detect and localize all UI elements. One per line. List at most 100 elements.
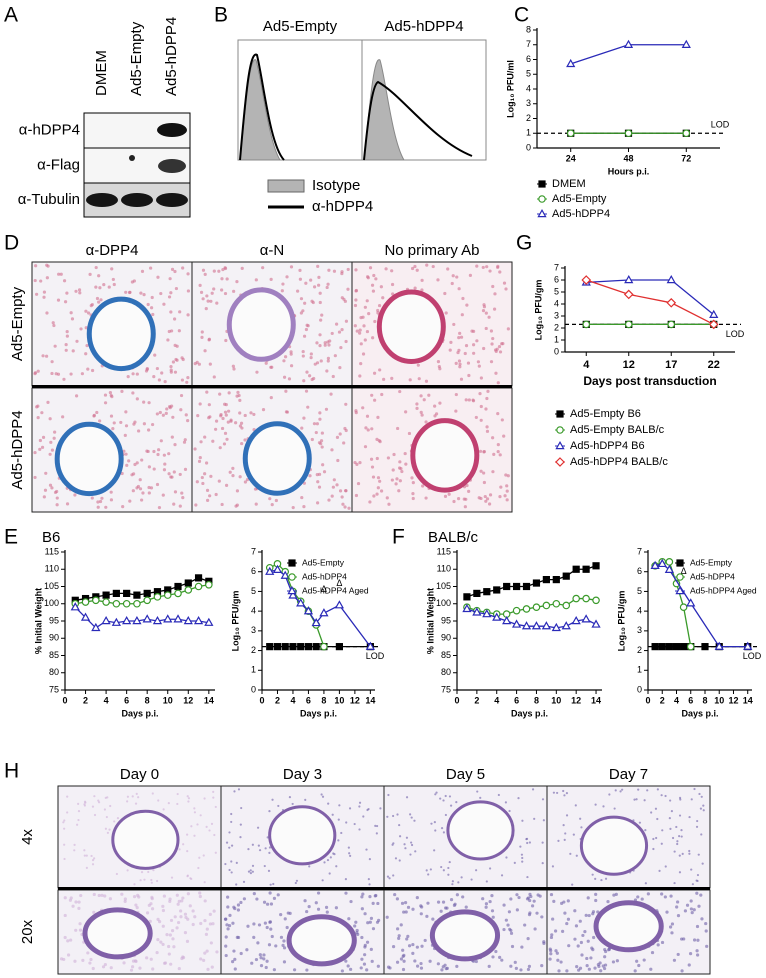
column-header: Day 3: [283, 766, 322, 783]
tissue-dot: [186, 892, 190, 896]
tissue-dot: [156, 938, 160, 942]
tissue-dot: [206, 299, 210, 303]
tissue-dot: [251, 864, 255, 867]
tissue-dot: [256, 826, 260, 829]
tissue-dot: [199, 440, 203, 444]
marker: [624, 320, 633, 329]
tissue-dot: [264, 361, 268, 365]
tissue-dot: [33, 278, 37, 283]
tissue-dot: [574, 804, 577, 807]
tissue-dot: [368, 883, 371, 886]
airway: [429, 909, 501, 962]
y-tick-label: 7: [554, 262, 559, 272]
tissue-dot: [180, 356, 184, 360]
tissue-dot: [404, 847, 407, 850]
tissue-dot: [691, 883, 694, 886]
tissue-dot: [137, 429, 141, 433]
tissue-dot: [695, 879, 698, 882]
marker: [81, 598, 90, 606]
tissue-dot: [369, 916, 374, 920]
tissue-dot: [193, 447, 197, 451]
tissue-dot: [132, 422, 136, 426]
tissue-dot: [179, 915, 183, 919]
row-label: Ad5-Empty: [9, 286, 26, 361]
tissue-dot: [252, 892, 256, 896]
tissue-dot: [484, 499, 488, 503]
marker: [562, 572, 570, 580]
marker: [502, 615, 512, 625]
tissue-dot: [395, 897, 399, 901]
tissue-dot: [137, 796, 140, 799]
tissue-dot: [49, 440, 53, 444]
tissue-dot: [258, 953, 262, 957]
tissue-dot: [359, 316, 363, 320]
tissue-dot: [314, 430, 318, 435]
tissue-dot: [42, 290, 47, 294]
tissue-dot: [126, 800, 129, 803]
tissue-dot: [315, 341, 319, 345]
tissue-dot: [527, 913, 532, 917]
legend-label: Ad5-Empty BALB/c: [570, 424, 665, 436]
tissue-dot: [559, 960, 563, 964]
marker: [686, 642, 695, 651]
tissue-dot: [274, 944, 278, 948]
tissue-dot: [342, 441, 346, 445]
tissue-dot: [190, 825, 193, 828]
tissue-dot: [485, 880, 488, 883]
marker: [184, 586, 193, 594]
tissue-dot: [109, 498, 114, 502]
x-tick-label: 10: [551, 695, 561, 705]
tissue-dot: [591, 873, 594, 876]
tissue-dot: [672, 958, 677, 962]
tissue-dot: [155, 482, 160, 487]
tissue-dot: [430, 822, 433, 825]
tissue-dot: [161, 413, 165, 417]
tissue-dot: [295, 879, 299, 882]
tissue-dot: [187, 800, 190, 803]
tissue-dot: [167, 952, 171, 956]
tissue-dot: [579, 817, 582, 820]
tissue-dot: [65, 330, 69, 334]
airway: [593, 900, 664, 953]
tissue-dot: [90, 496, 94, 500]
marker: [650, 560, 660, 569]
tissue-dot: [223, 431, 228, 435]
tissue-dot: [369, 457, 374, 461]
tissue-dot: [100, 893, 104, 897]
tissue-dot: [327, 343, 331, 347]
tissue-dot: [344, 339, 348, 344]
tissue-dot: [355, 928, 359, 933]
tissue-dot: [455, 893, 459, 897]
tissue-dot: [123, 897, 127, 901]
y-tick-label: 75: [49, 684, 59, 694]
tissue-dot: [419, 961, 423, 966]
tissue-dot: [233, 790, 236, 793]
x-tick-label: 2: [660, 695, 665, 705]
tissue-dot: [265, 925, 269, 930]
panel-letter: D: [4, 232, 19, 255]
tissue-dot: [221, 267, 225, 272]
tissue-dot: [166, 338, 170, 342]
tissue-dot: [95, 410, 99, 415]
marker: [541, 621, 552, 630]
tissue-dot: [323, 341, 327, 345]
tissue-dot: [354, 920, 358, 924]
tissue-dot: [405, 796, 409, 799]
tissue-dot: [594, 877, 597, 881]
tissue-dot: [162, 453, 166, 457]
tissue-dot: [457, 881, 460, 884]
tissue-dot: [249, 411, 253, 415]
tissue-dot: [145, 367, 149, 371]
tissue-dot: [227, 409, 231, 413]
tissue-dot: [487, 964, 491, 969]
tissue-dot: [120, 471, 124, 476]
x-tick-label: 8: [321, 695, 326, 705]
tissue-dot: [569, 852, 572, 855]
tissue-dot: [203, 918, 207, 923]
tissue-dot: [322, 470, 327, 474]
tissue-dot: [36, 416, 40, 420]
tissue-dot: [504, 473, 508, 477]
tissue-dot: [450, 281, 454, 286]
tissue-dot: [305, 909, 309, 914]
